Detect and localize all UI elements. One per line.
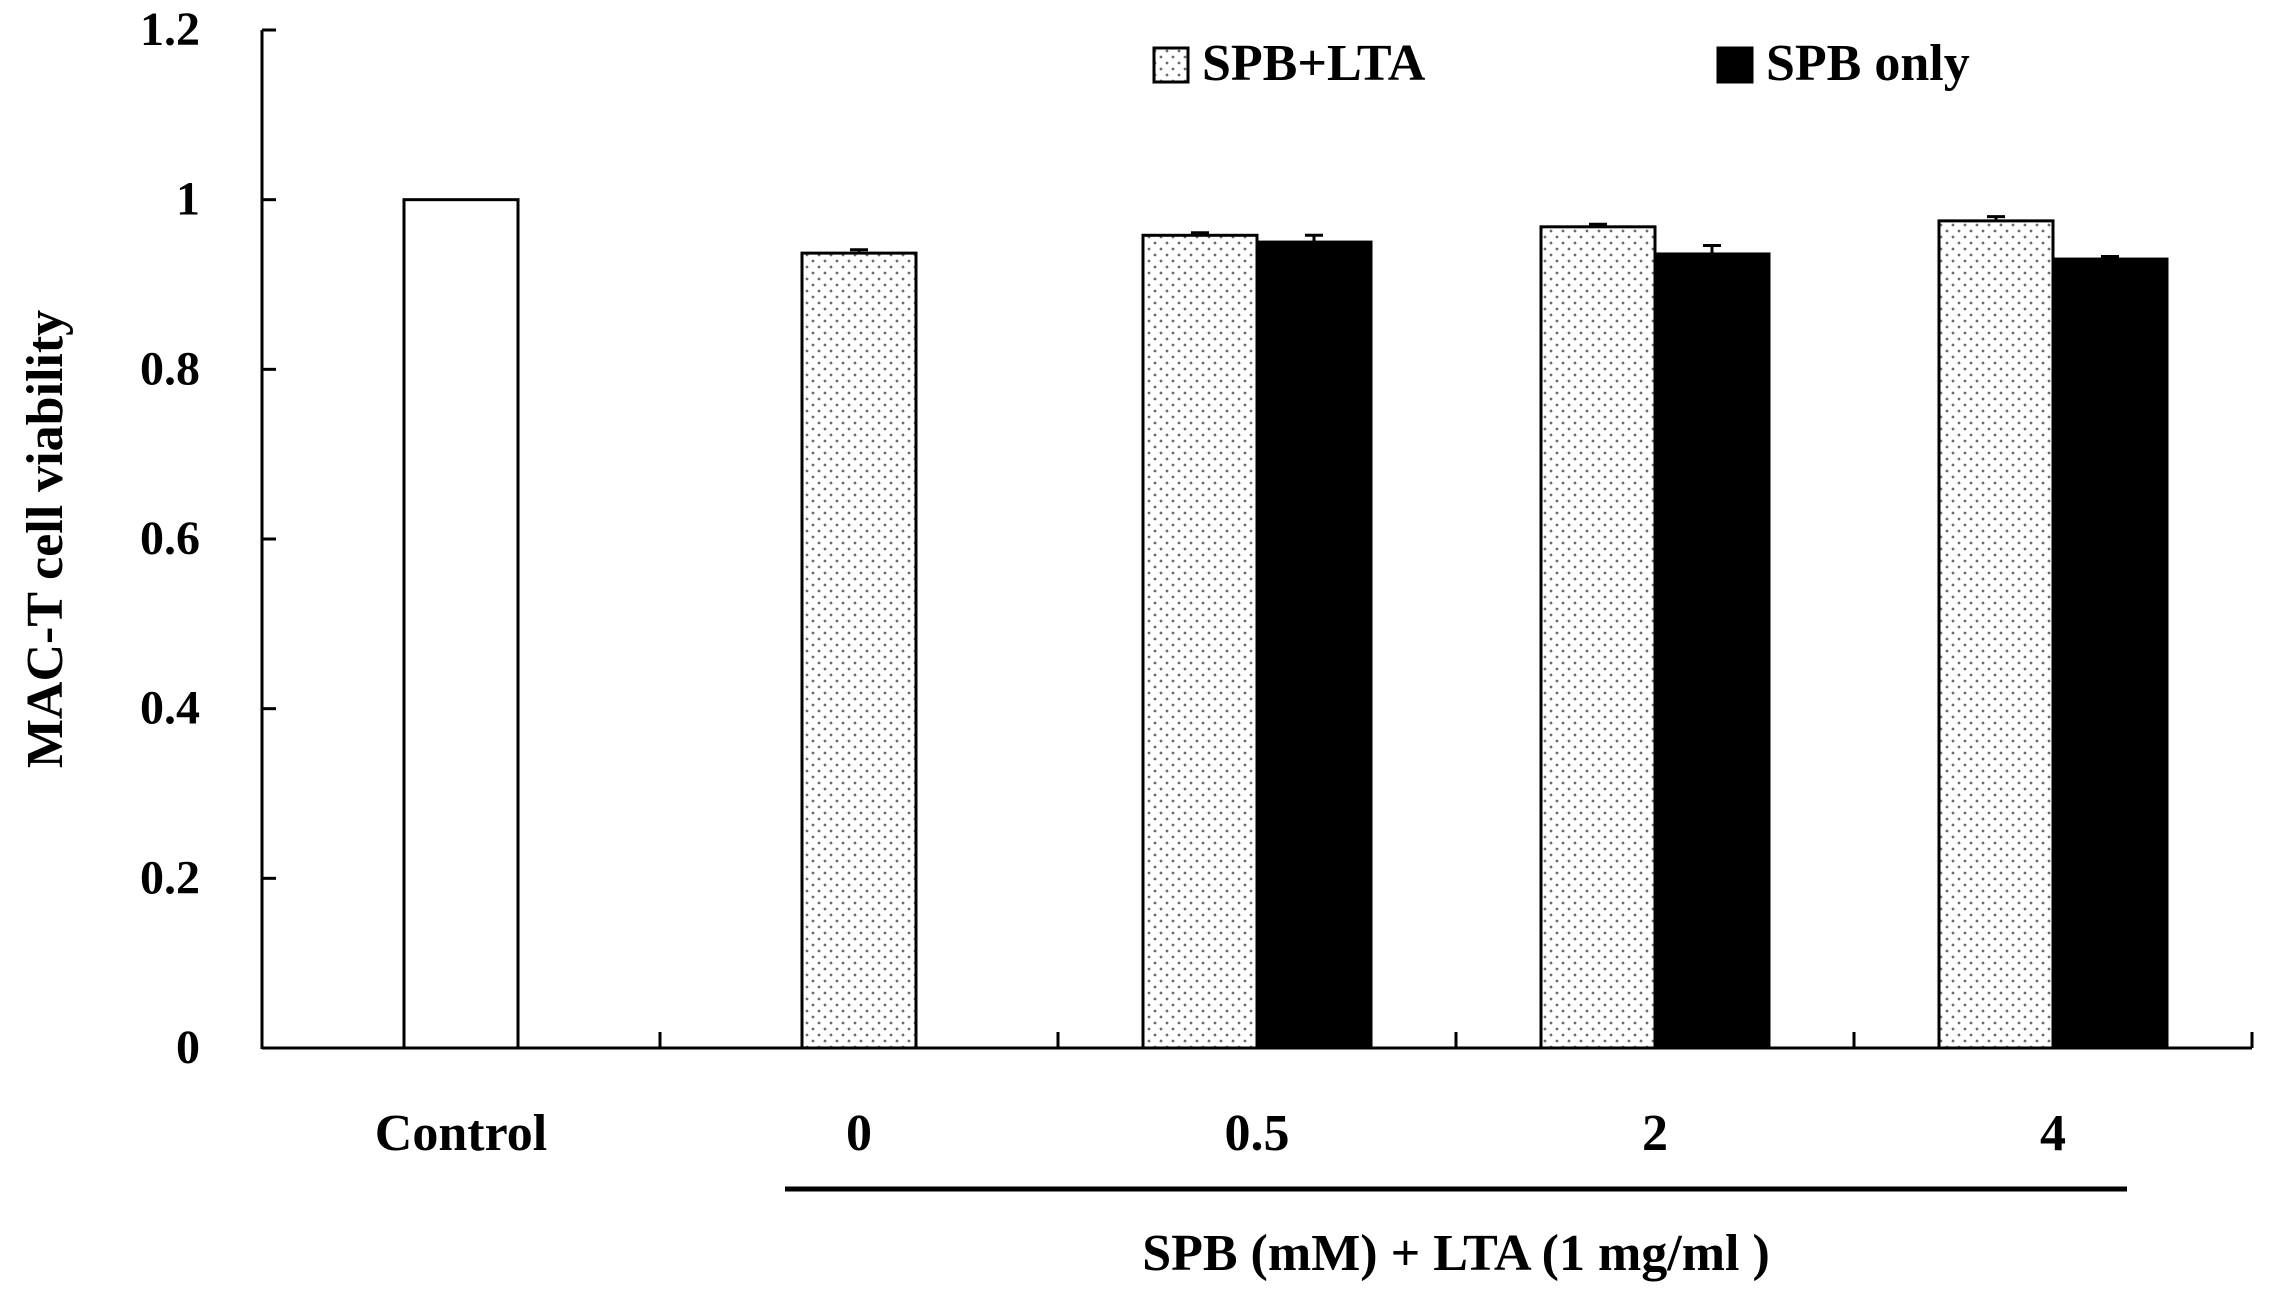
y-tick-label: 0 [176,1021,200,1074]
legend: SPB+LTA SPB only [1152,35,1970,92]
bar [1937,219,2055,1050]
bar [402,198,520,1050]
labels: 0 0.2 0.4 0.6 0.8 1 1.2 Control 0 0.5 2 4 SPB (mM) +… [17,3,2066,1282]
y-tick-label: 1.2 [140,3,200,56]
legend-swatch [1152,46,1190,84]
x-tick-label: 4 [2040,1105,2066,1162]
y-tick-label: 0.2 [140,851,200,904]
bar [1653,252,1771,1050]
y-tick-label: 0.4 [140,682,200,735]
bar [2051,257,2169,1050]
bars [402,198,2169,1050]
bar [800,251,918,1050]
legend-swatch [1716,46,1754,84]
legend-label: SPB+LTA [1202,35,1426,92]
y-axis-title: MAC-T cell viability [17,310,74,768]
bar [1539,225,1657,1050]
x-tick-label: Control [375,1105,547,1162]
y-tick-label: 1 [176,173,200,226]
x-tick-label: 0.5 [1225,1105,1290,1162]
x-axis-title: SPB (mM) + LTA (1 mg/ml ) [1142,1225,1770,1282]
y-tick-label: 0.6 [140,512,200,565]
x-tick-label: 2 [1642,1105,1668,1162]
y-tick-label: 0.8 [140,342,200,395]
axes [260,28,2254,1192]
x-tick-label: 0 [846,1105,872,1162]
legend-label: SPB only [1766,35,1970,92]
bar [1255,240,1373,1050]
bar [1141,233,1259,1050]
